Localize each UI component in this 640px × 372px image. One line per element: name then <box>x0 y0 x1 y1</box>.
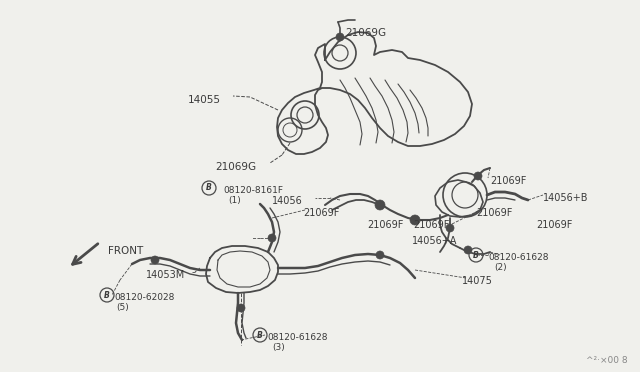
Circle shape <box>410 215 420 225</box>
Text: (5): (5) <box>116 303 129 312</box>
Circle shape <box>474 172 482 180</box>
Text: 14053M: 14053M <box>146 270 185 280</box>
Text: B: B <box>104 291 110 299</box>
Circle shape <box>376 251 384 259</box>
Circle shape <box>446 224 454 232</box>
Text: (1): (1) <box>228 196 241 205</box>
Text: B: B <box>257 330 263 340</box>
Text: 08120-8161F: 08120-8161F <box>223 186 283 195</box>
Text: 14056: 14056 <box>272 196 303 206</box>
Text: (2): (2) <box>494 263 507 272</box>
Circle shape <box>237 304 245 312</box>
Text: 21069F: 21069F <box>303 208 339 218</box>
Text: 14056+B: 14056+B <box>543 193 589 203</box>
Text: 14075: 14075 <box>462 276 493 286</box>
Text: 21069G: 21069G <box>215 162 256 172</box>
Text: B: B <box>206 183 212 192</box>
Text: 21069F: 21069F <box>536 220 572 230</box>
Text: 08120-61628: 08120-61628 <box>267 333 328 342</box>
Circle shape <box>268 234 276 242</box>
Text: ^²·×00 8: ^²·×00 8 <box>586 356 628 365</box>
Circle shape <box>464 246 472 254</box>
Text: 21069F: 21069F <box>476 208 513 218</box>
Text: 21069F: 21069F <box>367 220 403 230</box>
Text: 14056+A: 14056+A <box>412 236 458 246</box>
Text: 14055: 14055 <box>188 95 221 105</box>
Circle shape <box>151 256 159 264</box>
Text: 21069F: 21069F <box>413 220 449 230</box>
Text: B: B <box>473 250 479 260</box>
Text: FRONT: FRONT <box>108 246 143 256</box>
Circle shape <box>336 33 344 41</box>
Text: 21069F: 21069F <box>490 176 526 186</box>
Text: 21069G: 21069G <box>345 28 386 38</box>
Text: 08120-61628: 08120-61628 <box>488 253 548 262</box>
Circle shape <box>375 200 385 210</box>
Text: (3): (3) <box>272 343 285 352</box>
Text: 08120-62028: 08120-62028 <box>114 293 174 302</box>
